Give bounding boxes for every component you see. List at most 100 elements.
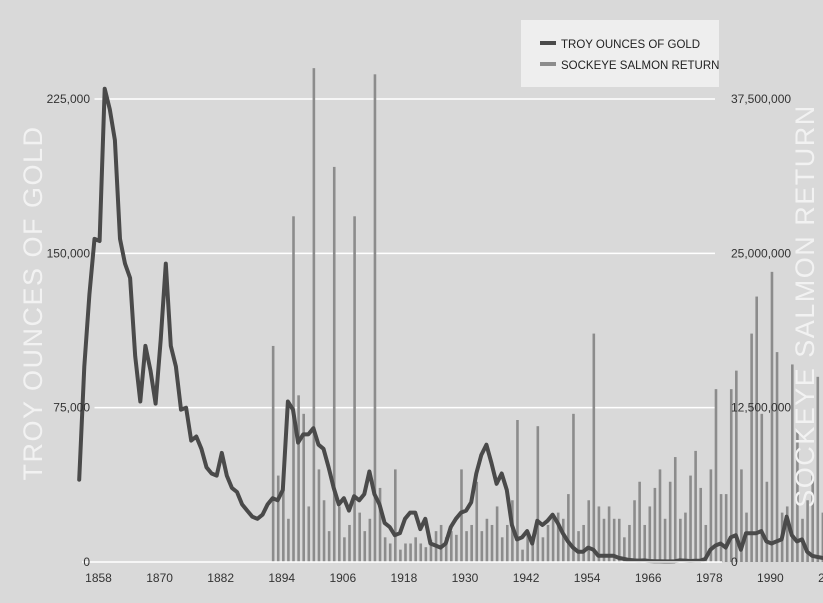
left-tick-label: 75,000	[53, 401, 90, 415]
salmon-bar	[760, 413, 764, 562]
salmon-bar	[679, 518, 682, 562]
salmon-bar	[592, 333, 596, 562]
salmon-bar	[770, 271, 774, 562]
salmon-bar	[312, 68, 316, 562]
salmon-bar	[536, 426, 540, 562]
salmon-bar	[276, 475, 280, 562]
x-tick-label: 1942	[513, 571, 540, 585]
salmon-bar	[348, 524, 351, 562]
salmon-bar	[821, 512, 823, 562]
salmon-bar	[775, 352, 779, 562]
salmon-bar	[297, 395, 300, 562]
salmon-bar	[724, 494, 728, 562]
salmon-bar	[368, 518, 372, 562]
x-tick-label: 1858	[85, 571, 112, 585]
legend: TROY OUNCES OF GOLD SOCKEYE SALMON RETUR…	[521, 20, 719, 87]
x-tick-label: 1930	[452, 571, 479, 585]
salmon-bar	[531, 543, 535, 562]
left-axis-title: TROY OUNCES OF GOLD	[18, 125, 48, 480]
salmon-bar	[561, 518, 565, 562]
salmon-bar	[806, 500, 809, 562]
salmon-bar	[490, 524, 494, 562]
legend-box	[521, 20, 719, 87]
salmon-bar	[363, 531, 367, 562]
salmon-bar	[287, 518, 290, 562]
x-tick-label: 1882	[207, 571, 234, 585]
salmon-bar	[704, 524, 708, 562]
salmon-bar	[709, 469, 713, 562]
salmon-bar	[816, 376, 820, 562]
salmon-bar	[495, 506, 499, 562]
legend-label-salmon: SOCKEYE SALMON RETURN	[561, 60, 719, 72]
salmon-bar	[353, 216, 356, 562]
salmon-bar	[521, 549, 524, 562]
salmon-bar	[597, 506, 601, 562]
left-tick-label: 0	[83, 555, 90, 569]
salmon-bar	[485, 518, 489, 562]
x-tick-label: 1990	[757, 571, 784, 585]
salmon-bar	[765, 481, 769, 562]
x-tick-label: 2002	[818, 571, 823, 585]
salmon-bar	[587, 500, 591, 562]
salmon-bar	[694, 450, 697, 562]
salmon-bar	[551, 518, 555, 562]
salmon-bar	[409, 543, 412, 562]
salmon-bar	[475, 481, 479, 562]
salmon-bar	[689, 475, 692, 562]
salmon-bar	[343, 537, 346, 562]
salmon-bar	[460, 469, 463, 562]
right-axis-ticks: 0 12,500,000 25,000,000 37,500,000	[731, 92, 791, 569]
salmon-bar	[668, 481, 672, 562]
salmon-bar	[516, 420, 519, 562]
salmon-bar	[500, 537, 504, 562]
salmon-bar	[404, 543, 407, 562]
salmon-bar	[480, 531, 484, 562]
salmon-bar	[729, 389, 733, 562]
salmon-bar	[684, 512, 687, 562]
x-axis-ticks: 1858 1870 1882 1894 1906 1918 1930 1942 1954 1966…	[85, 571, 823, 585]
salmon-bar	[317, 469, 321, 562]
x-tick-label: 1978	[696, 571, 723, 585]
salmon-bar	[271, 345, 275, 562]
salmon-bar	[791, 364, 794, 562]
salmon-bar	[394, 469, 397, 562]
left-tick-label: 150,000	[47, 246, 91, 260]
salmon-bar	[612, 518, 616, 562]
salmon-bar	[714, 389, 718, 562]
gridlines	[94, 98, 715, 409]
salmon-bar	[663, 518, 667, 562]
salmon-bar	[429, 539, 433, 562]
right-tick-label: 0	[731, 555, 738, 569]
left-tick-label: 225,000	[47, 92, 91, 106]
salmon-bar	[628, 524, 631, 562]
salmon-bar	[617, 518, 621, 562]
salmon-bar	[439, 524, 443, 562]
salmon-bar	[811, 475, 814, 562]
right-tick-label: 12,500,000	[731, 401, 791, 415]
salmon-bar	[399, 549, 402, 562]
salmon-bar	[546, 524, 550, 562]
salmon-bar	[582, 524, 585, 562]
right-tick-label: 25,000,000	[731, 246, 791, 260]
salmon-bar	[735, 370, 738, 562]
salmon-bar	[572, 413, 575, 562]
salmon-bar	[414, 537, 417, 562]
salmon-bar	[322, 500, 326, 562]
salmon-bar	[643, 524, 647, 562]
salmon-bar	[419, 543, 423, 562]
salmon-bar	[785, 506, 789, 562]
salmon-bar	[292, 216, 295, 562]
salmon-bar	[378, 487, 382, 562]
salmon-bar	[755, 296, 758, 562]
salmon-bar	[358, 512, 361, 562]
x-tick-label: 1894	[268, 571, 295, 585]
salmon-bar	[526, 531, 529, 562]
salmon-bar	[577, 531, 580, 562]
x-tick-label: 1906	[329, 571, 356, 585]
salmon-bar	[719, 494, 723, 562]
salmon-bar	[648, 506, 652, 562]
salmon-bar	[699, 487, 703, 562]
salmon-bar	[465, 531, 468, 562]
